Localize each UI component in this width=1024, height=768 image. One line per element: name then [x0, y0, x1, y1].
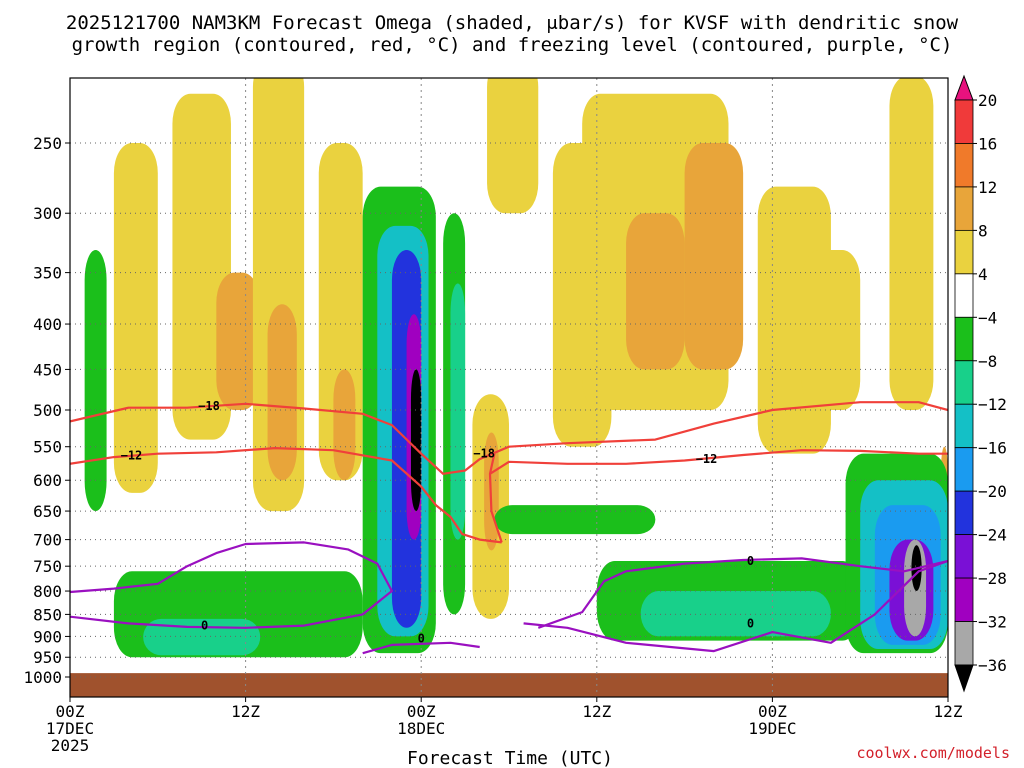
dgz-contour-label: −12	[121, 449, 143, 463]
omega-cell	[410, 369, 422, 512]
y-tick-label: 1000	[23, 668, 62, 687]
plot-frame	[69, 77, 949, 698]
dgz-contour-line	[488, 453, 496, 475]
x-axis-label: Forecast Time (UTC)	[407, 748, 613, 768]
omega-cell	[494, 505, 656, 535]
freezing-level-contour-line	[70, 541, 393, 629]
colorbar-label: −16	[978, 439, 1007, 458]
y-tick-label: 400	[33, 315, 62, 334]
omega-cell	[84, 249, 107, 512]
terrain-rect	[70, 673, 948, 697]
dgz-contour-label: −12	[696, 452, 718, 466]
colorbar-swatch	[954, 621, 974, 666]
x-tick-label: 19DEC	[748, 719, 796, 738]
freezing-level-contour-label: 0	[418, 632, 425, 646]
chart-title-line1: 2025121700 NAM3KM Forecast Omega (shaded…	[66, 12, 959, 34]
x-tick-label: 12Z	[231, 702, 260, 721]
colorbar-swatch	[954, 229, 974, 275]
y-axis-pressure-ticks: 250 300 350 400 450 500 550 600 650 700 750 800 850 9…	[23, 134, 70, 687]
y-tick-label: 350	[33, 264, 62, 283]
freezing-level-contour-line	[537, 557, 948, 629]
y-tick-label: 650	[33, 502, 62, 521]
y-tick-label: 450	[33, 360, 62, 379]
colorbar-swatch	[954, 143, 974, 188]
dgz-contour-line	[70, 401, 948, 475]
colorbar-label: −36	[978, 656, 1007, 675]
colorbar-swatch	[954, 316, 974, 362]
omega-shading	[84, 78, 948, 658]
colorbar-label: −12	[978, 395, 1007, 414]
dgz-contour-label: −18	[198, 399, 220, 413]
credit-text: coolwx.com/models	[856, 744, 1010, 762]
y-tick-label: 300	[33, 204, 62, 223]
colorbar-swatch	[954, 534, 974, 579]
omega-cell	[487, 78, 539, 214]
omega-cell	[801, 249, 861, 410]
x-tick-label: 2025	[51, 736, 90, 755]
colorbar-top-arrow	[954, 74, 974, 101]
omega-cell	[684, 143, 744, 370]
colorbar-label: −8	[978, 352, 997, 371]
x-tick-label: 00Z	[56, 702, 85, 721]
colorbar-label: −24	[978, 526, 1007, 545]
x-tick-label: 00Z	[407, 702, 436, 721]
colorbar-label: −20	[978, 482, 1007, 501]
omega-cell	[267, 304, 297, 481]
colorbar-label: 4	[978, 265, 988, 284]
colorbar-swatch	[954, 186, 974, 231]
dgz-contour-line	[488, 449, 948, 543]
terrain-band	[70, 673, 948, 697]
omega-cell	[889, 78, 934, 410]
y-tick-label: 900	[33, 627, 62, 646]
y-tick-label: 950	[33, 648, 62, 667]
y-tick-label: 600	[33, 471, 62, 490]
colorbar-label: −28	[978, 569, 1007, 588]
freezing-level-contour-label: 0	[201, 619, 208, 633]
omega-cell	[626, 213, 685, 370]
colorbar-swatch	[954, 273, 974, 318]
x-tick-label: 17DEC	[46, 719, 94, 738]
dgz-contour-label: −18	[473, 447, 495, 461]
y-tick-label: 250	[33, 134, 62, 153]
colorbar-label: −4	[978, 308, 997, 327]
y-tick-label: 550	[33, 438, 62, 457]
chart-title-line2: growth region (contoured, red, °C) and f…	[72, 34, 953, 56]
colorbar-label: 8	[978, 221, 988, 240]
x-tick-label: 18DEC	[397, 719, 445, 738]
colorbar-bottom-arrow	[954, 664, 974, 693]
colorbar-swatch	[954, 577, 974, 622]
colorbar-label: −32	[978, 613, 1007, 632]
colorbar-swatch	[954, 403, 974, 449]
freezing-level-contour-line	[523, 559, 948, 653]
omega-cell	[113, 143, 158, 493]
omega-cell	[450, 283, 466, 540]
colorbar-label: 20	[978, 91, 997, 110]
omega-cell	[216, 272, 261, 410]
freezing-level-contour-label: 0	[747, 616, 754, 630]
dgz-contour-line	[70, 447, 502, 544]
freezing-level-contour-line	[362, 641, 480, 655]
y-tick-label: 850	[33, 605, 62, 624]
colorbar-label: 12	[978, 178, 997, 197]
y-tick-label: 700	[33, 531, 62, 550]
y-tick-label: 500	[33, 401, 62, 420]
colorbar-label: 16	[978, 134, 997, 153]
x-tick-label: 12Z	[934, 702, 963, 721]
contour-lines: −18 −12 −12 −18 0 0 0 0	[70, 399, 948, 655]
y-tick-label: 750	[33, 557, 62, 576]
omega-cell	[333, 369, 356, 481]
freezing-level-contour-label: 0	[747, 554, 754, 568]
colorbar-swatch	[954, 490, 974, 536]
y-tick-label: 800	[33, 582, 62, 601]
colorbar-swatch	[954, 447, 974, 492]
colorbar: 20 16 12 8 4 −4 −8 −12 −16 −20 −24 −28 −32 −36	[954, 74, 1007, 693]
x-tick-label: 12Z	[582, 702, 611, 721]
colorbar-swatch	[954, 360, 974, 405]
omega-cell	[640, 591, 831, 637]
colorbar-swatch	[954, 99, 974, 144]
x-tick-label: 00Z	[758, 702, 787, 721]
